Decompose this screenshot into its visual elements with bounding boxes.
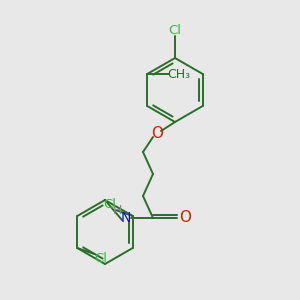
Text: H: H: [112, 205, 122, 218]
Text: Cl: Cl: [94, 253, 107, 266]
Text: Cl: Cl: [169, 23, 182, 37]
Text: O: O: [179, 211, 191, 226]
Text: N: N: [121, 211, 131, 225]
Text: O: O: [151, 127, 163, 142]
Text: CH₃: CH₃: [168, 68, 191, 80]
Text: Cl: Cl: [103, 199, 116, 212]
